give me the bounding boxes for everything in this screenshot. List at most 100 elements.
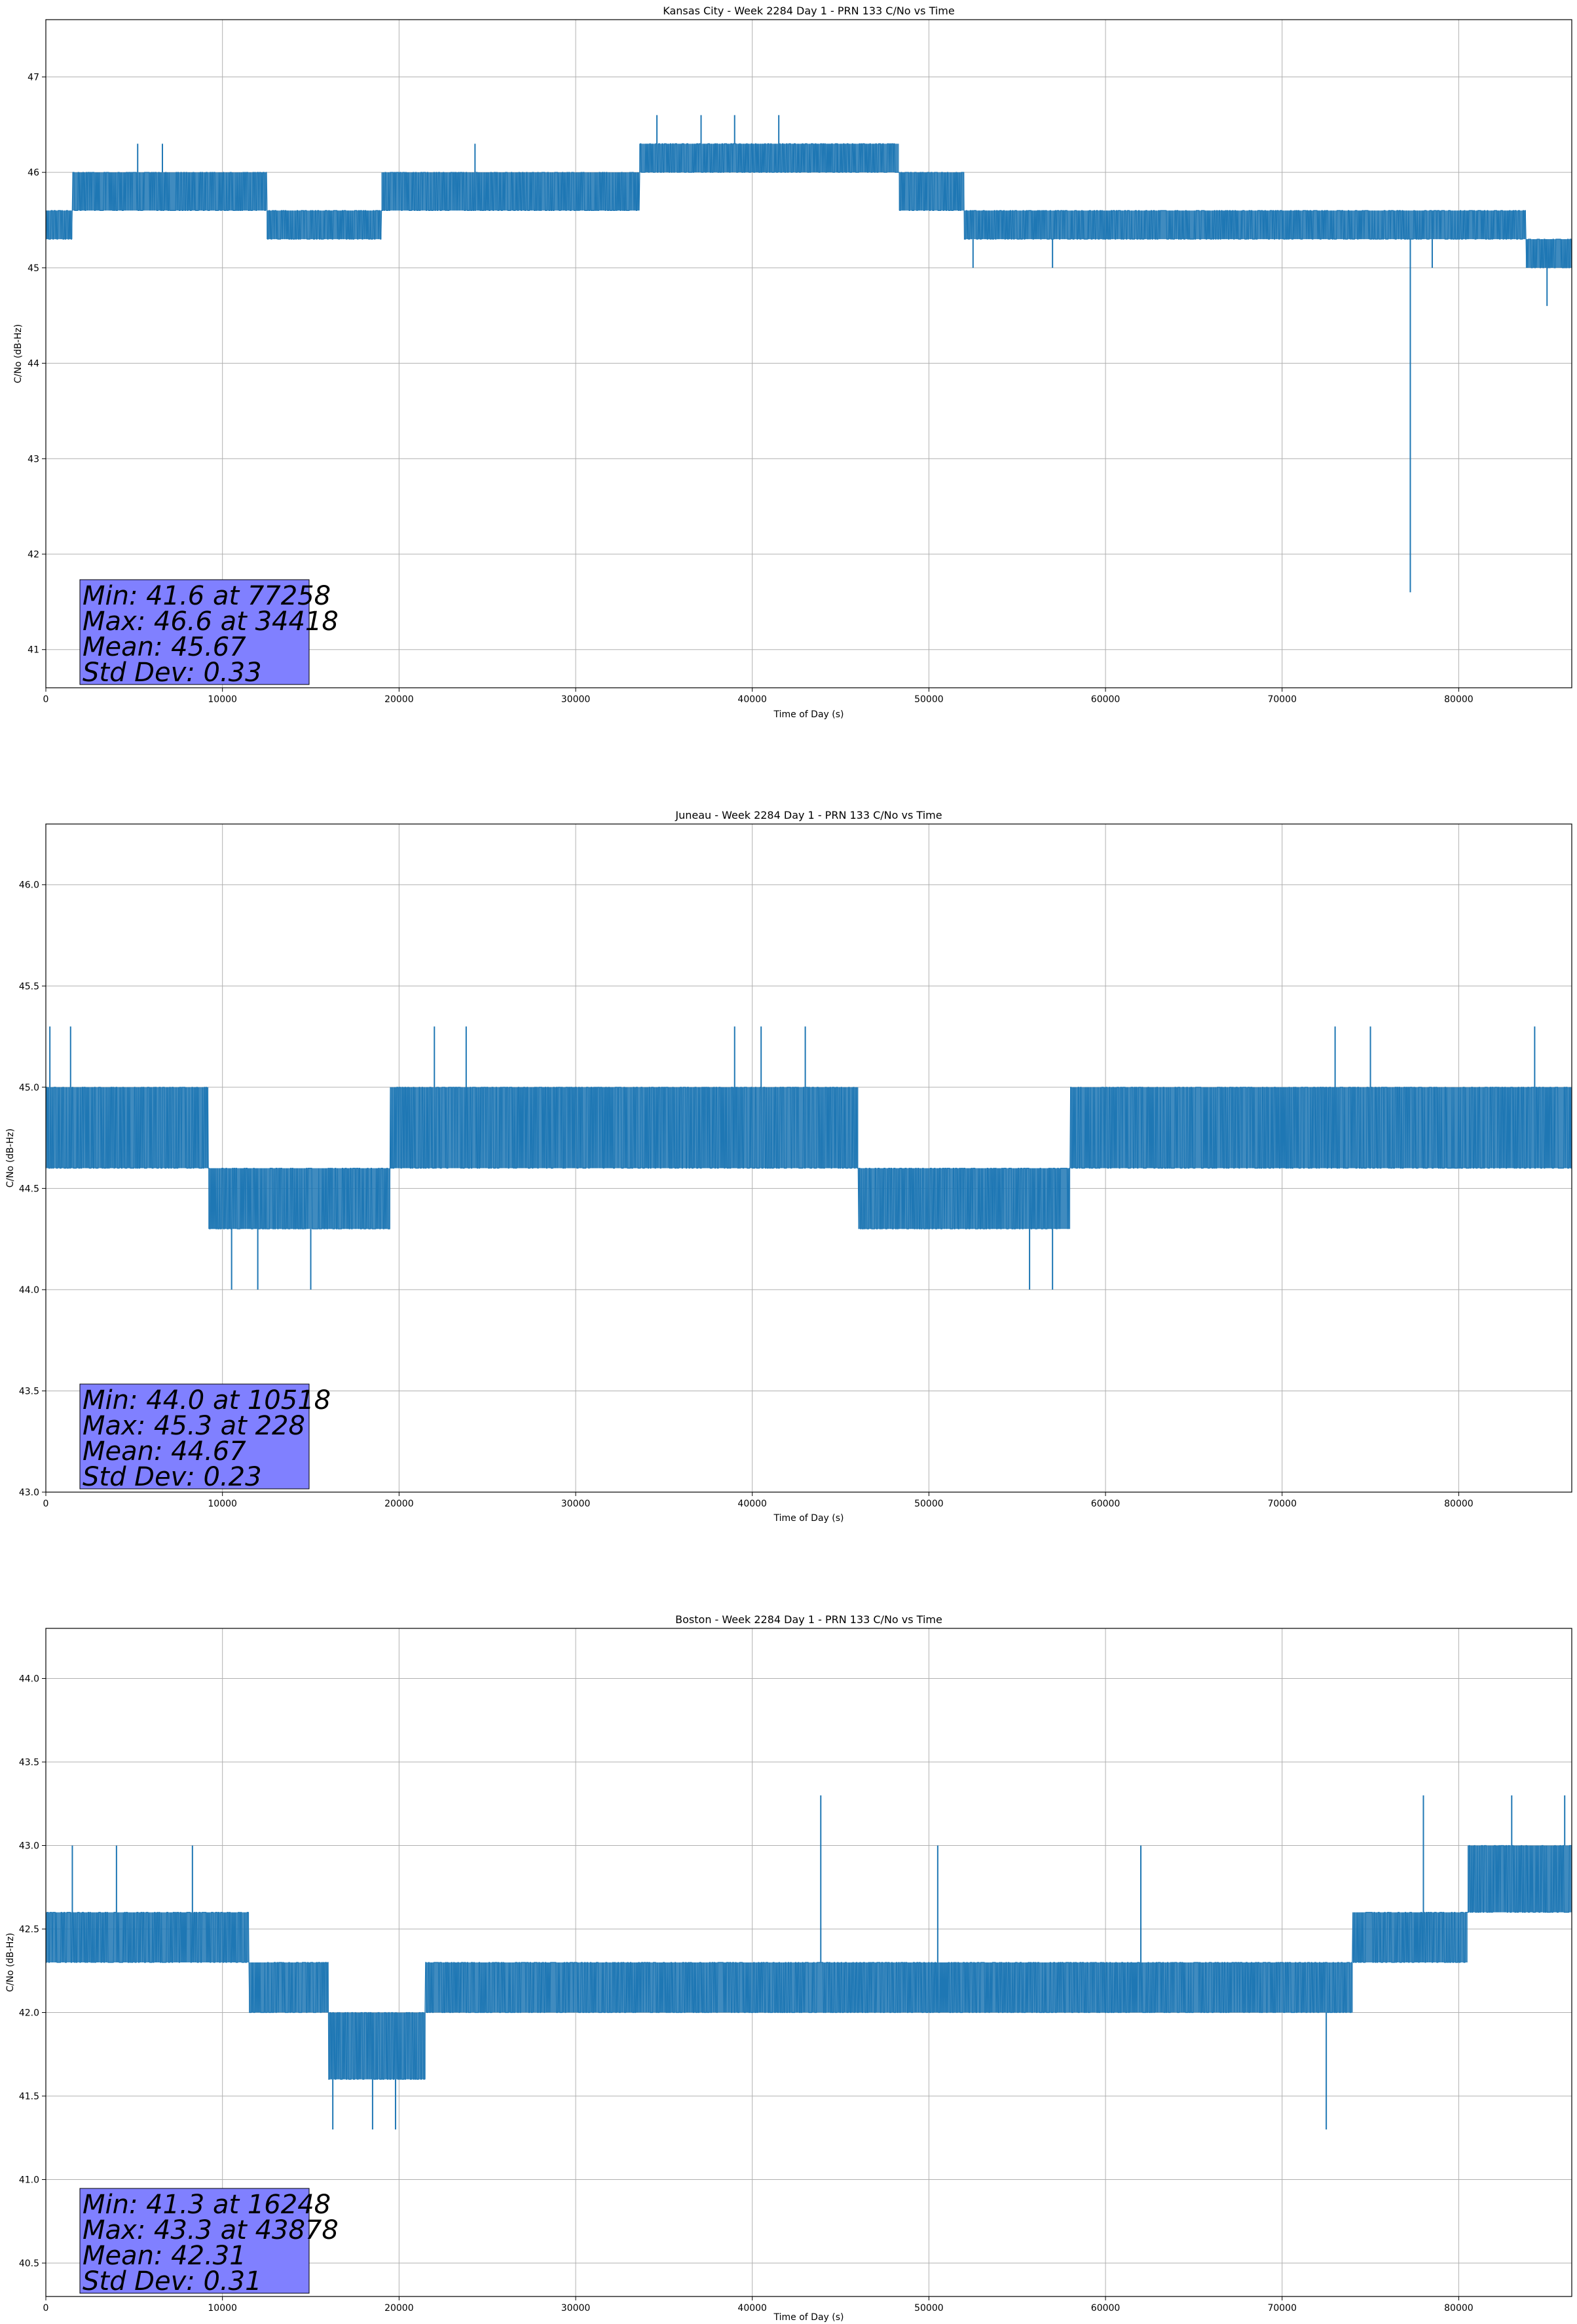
chart-title: Kansas City - Week 2284 Day 1 - PRN 133 … [663,5,954,17]
y-tick-label: 45 [28,263,39,274]
y-tick-label: 43.5 [19,1757,39,1768]
stats-line: Mean: 45.67 [83,632,246,662]
series-line [45,1026,1572,1290]
y-tick-label: 47 [28,72,39,83]
stats-line: Min: 41.6 at 77258 [83,581,331,611]
y-tick-label: 43.5 [19,1386,39,1396]
stats-box-background [79,1383,310,1490]
y-tick-label: 44.0 [19,1285,39,1296]
x-axis-label: Time of Day (s) [773,2312,844,2323]
x-tick-label: 60000 [1091,1499,1121,1509]
y-tick-label: 45.5 [19,981,39,992]
x-tick-label: 20000 [384,694,414,705]
x-tick-label: 0 [43,1499,49,1509]
x-tick-label: 0 [43,694,49,705]
x-tick-label: 70000 [1267,1499,1297,1509]
chart-title: Juneau - Week 2284 Day 1 - PRN 133 C/No … [675,809,942,821]
x-axis-label: Time of Day (s) [773,709,844,720]
y-tick-label: 44.5 [19,1184,39,1194]
stats-line: Min: 44.0 at 10518 [83,1385,331,1415]
y-tick-label: 41 [28,645,39,656]
cno-band [964,210,1526,240]
cno-band [858,1168,1071,1229]
x-tick-label: 80000 [1444,2303,1474,2314]
y-tick-label: 43 [28,454,39,464]
cno-band [72,172,267,211]
cno-band [390,1087,859,1169]
y-tick-label: 41.5 [19,2091,39,2102]
stats-line: Min: 41.3 at 16248 [83,2190,331,2220]
panel-juneau: Juneau - Week 2284 Day 1 - PRN 133 C/No … [5,809,1572,1524]
y-tick-label: 46 [28,168,39,178]
x-tick-label: 60000 [1091,694,1121,705]
cno-band [46,1087,209,1169]
x-tick-label: 10000 [208,694,237,705]
x-tick-label: 40000 [737,2303,767,2314]
x-tick-label: 20000 [384,2303,414,2314]
stats-line: Max: 43.3 at 43878 [83,2215,339,2245]
stats-line: Std Dev: 0.33 [83,658,262,688]
x-tick-label: 80000 [1444,1499,1474,1509]
plot-frame [45,1628,1572,2297]
x-tick-label: 80000 [1444,694,1474,705]
y-axis-label: C/No (dB-Hz) [5,1129,16,1188]
stats-box-background [79,2188,310,2294]
y-tick-label: 42.0 [19,2008,39,2019]
y-tick-label: 43.0 [19,1488,39,1498]
y-axis-label: C/No (dB-Hz) [13,324,24,383]
y-tick-label: 42 [28,550,39,560]
y-tick-label: 46.0 [19,880,39,891]
stats-line: Mean: 44.67 [83,1436,246,1467]
series-line [46,1795,1572,2129]
cno-band [267,210,382,240]
plot-frame [45,823,1572,1493]
cno-band [1525,239,1572,268]
cno-band [208,1168,390,1229]
x-tick-label: 50000 [914,694,944,705]
x-tick-label: 70000 [1267,694,1297,705]
x-tick-label: 30000 [561,1499,591,1509]
cno-band [639,143,899,173]
chart-title: Boston - Week 2284 Day 1 - PRN 133 C/No … [675,1613,942,1626]
x-tick-label: 60000 [1091,2303,1121,2314]
cno-band [1352,1912,1468,1962]
cno-band [46,210,73,240]
x-tick-label: 30000 [561,2303,591,2314]
y-tick-label: 45.0 [19,1083,39,1093]
y-axis-label: C/No (dB-Hz) [5,1933,16,1992]
plot-frame [45,19,1572,688]
stats-line: Max: 45.3 at 228 [83,1411,305,1441]
x-tick-label: 50000 [914,2303,944,2314]
x-tick-label: 10000 [208,2303,237,2314]
x-tick-label: 10000 [208,1499,237,1509]
x-axis-label: Time of Day (s) [773,1513,844,1524]
stats-line: Std Dev: 0.31 [83,2266,262,2296]
cno-band [249,1962,329,2013]
cno-band [1467,1845,1572,1913]
series-line [45,115,1572,593]
y-tick-label: 41.0 [19,2175,39,2186]
y-tick-label: 40.5 [19,2258,39,2269]
stats-line: Std Dev: 0.23 [83,1462,262,1492]
stats-line: Mean: 42.31 [83,2241,246,2271]
x-tick-label: 0 [43,2303,49,2314]
y-tick-label: 44.0 [19,1674,39,1685]
cno-band [899,172,965,211]
cno-band [1070,1087,1572,1169]
x-tick-label: 70000 [1267,2303,1297,2314]
stats-line: Max: 46.6 at 34418 [83,607,339,637]
y-tick-label: 43.0 [19,1841,39,1852]
x-tick-label: 30000 [561,694,591,705]
panel-boston: Boston - Week 2284 Day 1 - PRN 133 C/No … [5,1613,1572,2323]
y-tick-label: 44 [28,359,39,369]
x-tick-label: 50000 [914,1499,944,1509]
panel-kansas-city: Kansas City - Week 2284 Day 1 - PRN 133 … [13,5,1572,720]
x-tick-label: 20000 [384,1499,414,1509]
cno-band [381,172,640,211]
x-tick-label: 40000 [737,1499,767,1509]
cno-band [425,1962,1353,2013]
